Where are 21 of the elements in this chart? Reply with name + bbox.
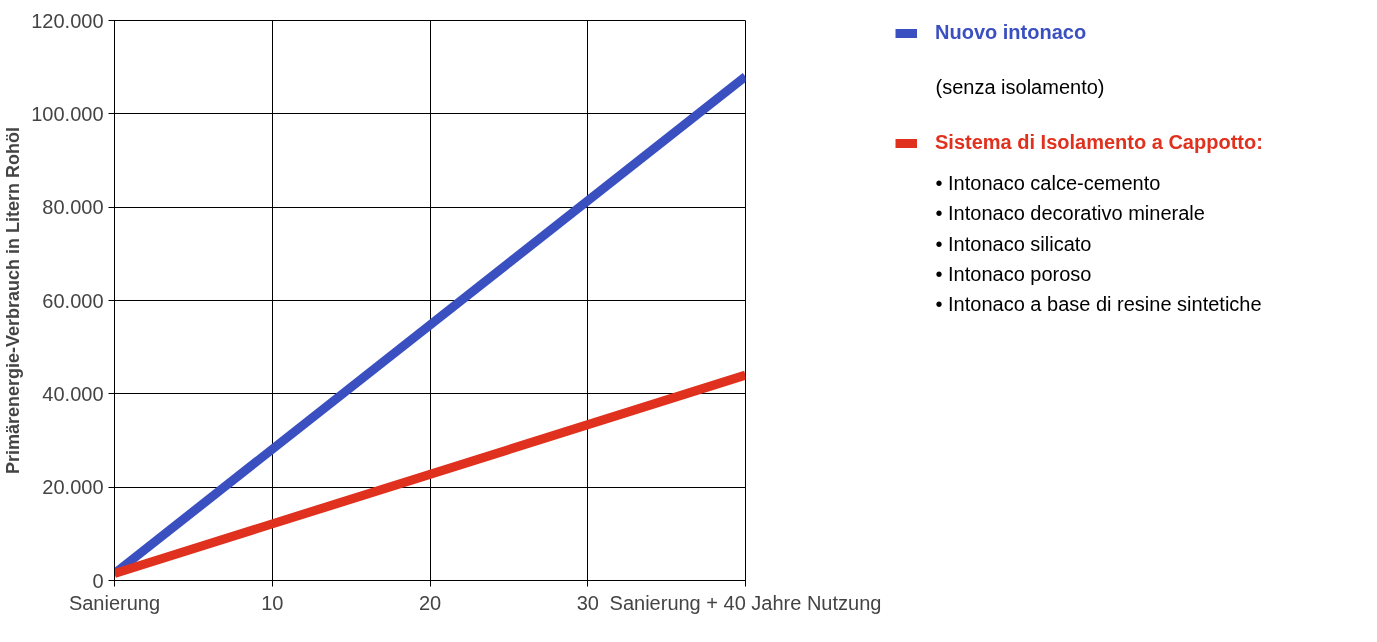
legend-label: Nuovo intonaco bbox=[935, 21, 1087, 44]
text: • Intonaco a base di resine sintetiche bbox=[935, 293, 1262, 316]
y-axis-title: Primärenergie-Verbrauch in Litern Rohöl bbox=[3, 126, 24, 475]
text: (senza isolamento) bbox=[935, 76, 1105, 99]
x-tick-label: 20 bbox=[418, 591, 442, 614]
y-tick-label: 60.000 bbox=[42, 289, 104, 312]
text: • Intonaco decorativo minerale bbox=[935, 202, 1205, 225]
text: • Intonaco poroso bbox=[935, 262, 1092, 285]
x-tick-label: 10 bbox=[261, 591, 284, 614]
y-tick-label: 40.000 bbox=[42, 382, 104, 405]
text: • Intonaco silicato bbox=[935, 232, 1092, 255]
y-tick-label: 20.000 bbox=[42, 476, 104, 499]
y-tick-label: 80.000 bbox=[42, 196, 104, 219]
x-tick-label: 30 bbox=[576, 591, 599, 614]
text: • Intonaco calce-cemento bbox=[935, 172, 1161, 195]
x-tick-label: Sanierung + 40 Jahre Nutzung bbox=[609, 591, 882, 614]
x-tick-label: Sanierung bbox=[68, 591, 161, 614]
legend-label: Sistema di Isolamento a Cappotto: bbox=[935, 131, 1263, 154]
y-tick-label: 120.000 bbox=[31, 9, 104, 32]
y-tick-label: 100.000 bbox=[31, 102, 104, 125]
y-tick-label: 0 bbox=[92, 569, 104, 592]
